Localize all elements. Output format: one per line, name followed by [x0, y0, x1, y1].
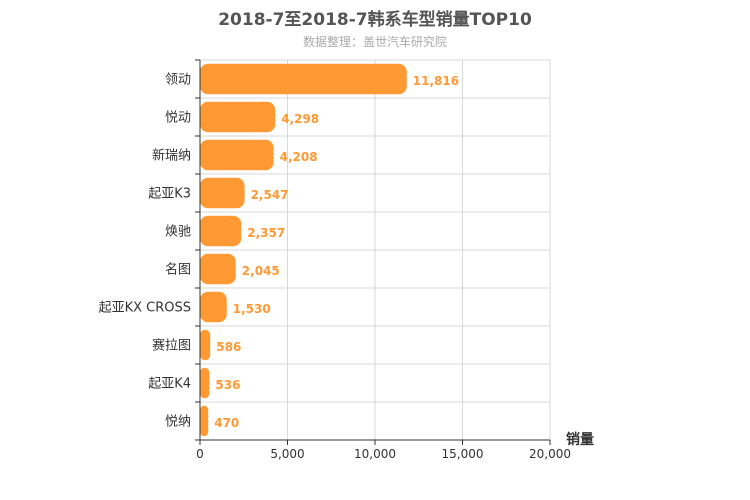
bar: [200, 177, 245, 209]
data-label: 2,547: [251, 188, 289, 202]
x-axis-title: 销量: [566, 431, 594, 448]
bar: [200, 405, 209, 437]
bar: [200, 139, 274, 171]
bar: [200, 63, 407, 95]
x-tick-label: 20,000: [529, 447, 571, 461]
grid-lines: [195, 59, 551, 445]
chart-subtitle: 数据整理：盖世汽车研究院: [302, 35, 447, 49]
category-label: 焕驰: [165, 225, 191, 240]
data-label: 1,530: [233, 302, 271, 316]
labels: 0 5,000 10,000 15,000 20,000 领动 11,816 悦动 4,298 新…: [99, 73, 571, 462]
bar: [200, 215, 242, 247]
category-label: 起亚K4: [148, 377, 191, 392]
bars: [200, 63, 407, 437]
category-label: 起亚K3: [148, 187, 191, 202]
data-label: 4,298: [281, 112, 319, 126]
data-label: 536: [215, 378, 240, 392]
bar: [200, 329, 211, 361]
x-tick-label: 5,000: [270, 447, 304, 461]
bar: [200, 367, 210, 399]
x-tick-label: 15,000: [442, 447, 484, 461]
category-label: 悦纳: [165, 415, 191, 430]
data-label: 586: [216, 340, 241, 354]
bar: [200, 253, 236, 285]
data-label: 2,045: [242, 264, 280, 278]
category-label: 悦动: [165, 111, 191, 126]
chart-title: 2018-7至2018-7韩系车型销量TOP10: [218, 10, 532, 30]
category-label: 起亚KX CROSS: [99, 301, 191, 316]
category-label: 赛拉图: [152, 338, 191, 354]
bar: [200, 291, 227, 323]
category-label: 名图: [165, 262, 191, 278]
category-label: 领动: [165, 73, 191, 88]
category-label: 新瑞纳: [152, 148, 191, 164]
data-label: 2,357: [247, 226, 285, 240]
data-label: 470: [214, 416, 239, 430]
bar: [200, 101, 276, 133]
x-tick-label: 0: [196, 447, 204, 461]
data-label: 11,816: [413, 74, 459, 88]
x-tick-label: 10,000: [354, 447, 396, 461]
data-label: 4,208: [280, 150, 318, 164]
